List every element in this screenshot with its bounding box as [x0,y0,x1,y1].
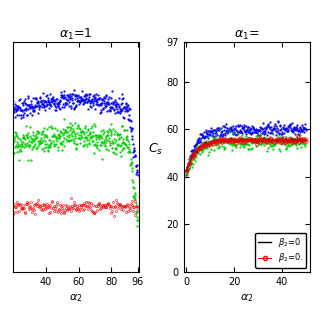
X-axis label: $\alpha_2$: $\alpha_2$ [240,292,254,304]
Legend: $\beta_2$=0, $\beta_2$=0.: $\beta_2$=0, $\beta_2$=0. [255,233,306,268]
X-axis label: $\alpha_2$: $\alpha_2$ [69,292,83,304]
Title: $\alpha_1$=: $\alpha_1$= [234,28,260,42]
Title: $\alpha_1$=1: $\alpha_1$=1 [60,27,93,42]
Y-axis label: $C_s$: $C_s$ [148,142,163,157]
